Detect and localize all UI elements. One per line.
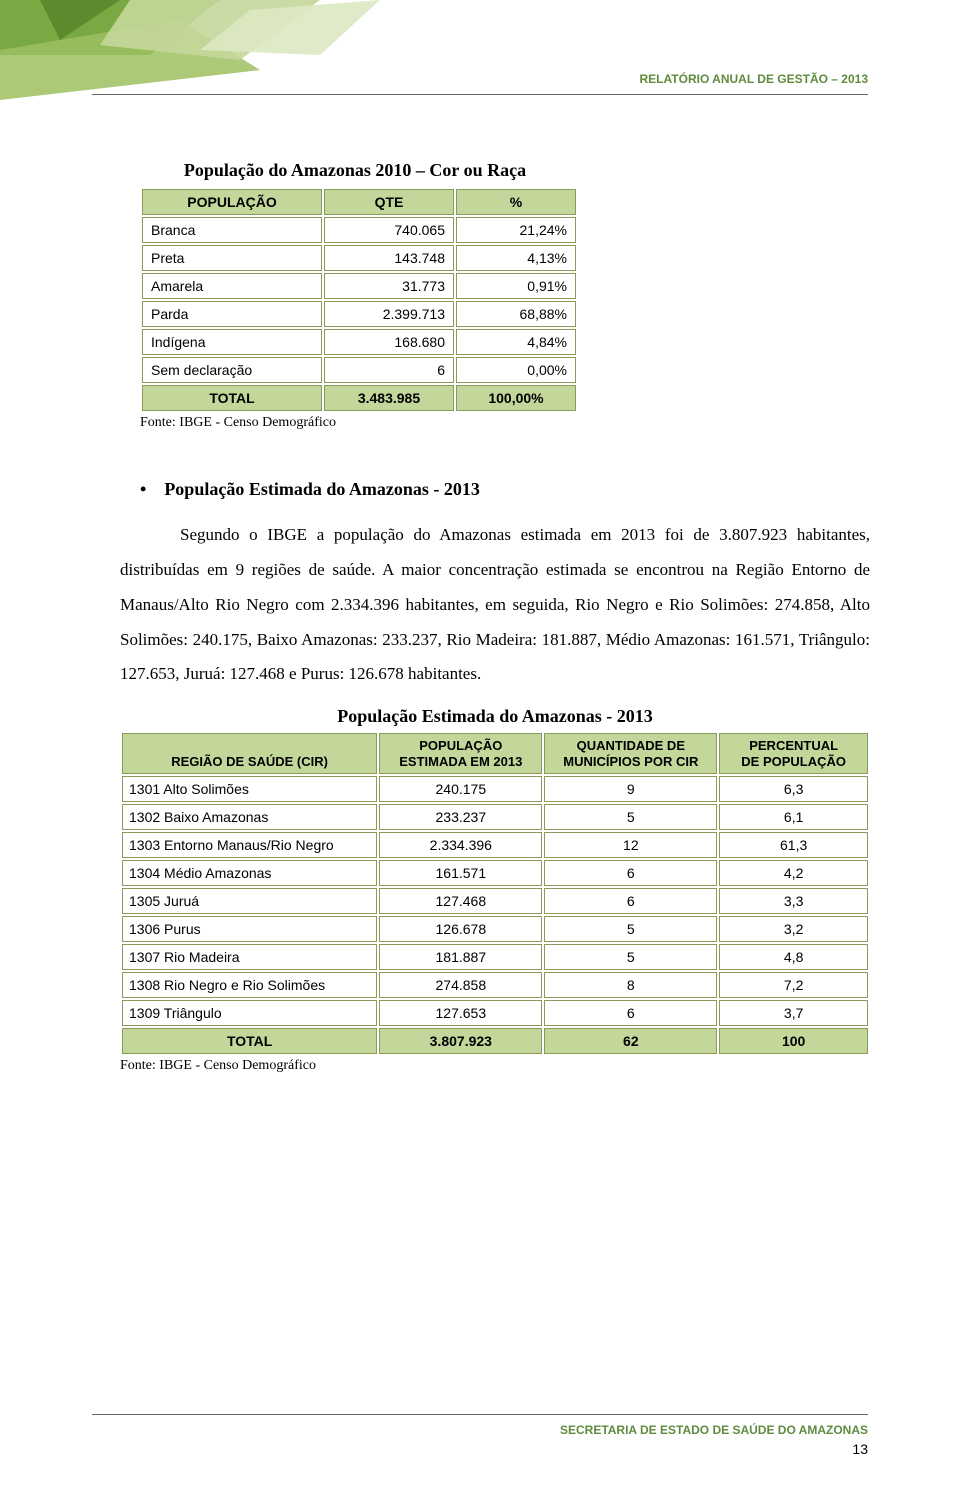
- section-paragraph-text: Segundo o IBGE a população do Amazonas e…: [120, 525, 870, 683]
- t2-total-pop: 3.807.923: [379, 1028, 542, 1054]
- table-row: 1306 Purus126.67853,2: [122, 916, 868, 942]
- table-row: 1308 Rio Negro e Rio Solimões274.85887,2: [122, 972, 868, 998]
- t2-cell-pct: 3,3: [719, 888, 868, 914]
- table-total-row: TOTAL3.807.92362100: [122, 1028, 868, 1054]
- t1-cell-label: Sem declaração: [142, 357, 322, 383]
- t2-cell-pct: 6,1: [719, 804, 868, 830]
- table-row: 1301 Alto Solimões240.17596,3: [122, 776, 868, 802]
- t1-col-qte: QTE: [324, 189, 454, 215]
- table-row: Preta143.7484,13%: [142, 245, 576, 271]
- t1-cell-label: Preta: [142, 245, 322, 271]
- t2-cell-qmun: 12: [544, 832, 717, 858]
- table1-title: População do Amazonas 2010 – Cor ou Raça: [140, 160, 570, 181]
- t2-cell-pop: 240.175: [379, 776, 542, 802]
- t1-cell-label: Indígena: [142, 329, 322, 355]
- table-row: Indígena168.6804,84%: [142, 329, 576, 355]
- t2-cell-pct: 3,7: [719, 1000, 868, 1026]
- t1-cell-qte: 740.065: [324, 217, 454, 243]
- t2-cell-pct: 3,2: [719, 916, 868, 942]
- table-row: 1307 Rio Madeira181.88754,8: [122, 944, 868, 970]
- t2-cell-regiao: 1305 Juruá: [122, 888, 377, 914]
- t2-cell-pct: 7,2: [719, 972, 868, 998]
- t1-cell-pct: 0,00%: [456, 357, 576, 383]
- t2-cell-pop: 274.858: [379, 972, 542, 998]
- t1-total-qte: 3.483.985: [324, 385, 454, 411]
- t2-cell-pop: 127.653: [379, 1000, 542, 1026]
- t2-cell-pop: 127.468: [379, 888, 542, 914]
- t2-col-3: PERCENTUALDE POPULAÇÃO: [719, 733, 868, 774]
- t1-cell-pct: 0,91%: [456, 273, 576, 299]
- header-title: RELATÓRIO ANUAL DE GESTÃO – 2013: [640, 72, 869, 86]
- t2-cell-qmun: 8: [544, 972, 717, 998]
- t2-cell-pop: 181.887: [379, 944, 542, 970]
- t2-cell-regiao: 1302 Baixo Amazonas: [122, 804, 377, 830]
- t2-total-pct: 100: [719, 1028, 868, 1054]
- t2-col-0: REGIÃO DE SAÚDE (CIR): [122, 733, 377, 774]
- t2-cell-qmun: 6: [544, 1000, 717, 1026]
- t2-cell-qmun: 5: [544, 944, 717, 970]
- t2-cell-pop: 2.334.396: [379, 832, 542, 858]
- t2-cell-pct: 61,3: [719, 832, 868, 858]
- t1-total-pct: 100,00%: [456, 385, 576, 411]
- t2-cell-qmun: 5: [544, 804, 717, 830]
- t1-cell-label: Amarela: [142, 273, 322, 299]
- t2-cell-regiao: 1304 Médio Amazonas: [122, 860, 377, 886]
- t2-cell-qmun: 5: [544, 916, 717, 942]
- table2-source: Fonte: IBGE - Censo Demográfico: [120, 1058, 868, 1074]
- table-row: Sem declaração60,00%: [142, 357, 576, 383]
- t1-cell-qte: 31.773: [324, 273, 454, 299]
- t2-cell-regiao: 1303 Entorno Manaus/Rio Negro: [122, 832, 377, 858]
- table-populacao-regiao: REGIÃO DE SAÚDE (CIR)POPULAÇÃOESTIMADA E…: [120, 731, 870, 1056]
- t1-cell-qte: 2.399.713: [324, 301, 454, 327]
- t1-cell-label: Branca: [142, 217, 322, 243]
- t2-cell-pop: 233.237: [379, 804, 542, 830]
- t2-total-label: TOTAL: [122, 1028, 377, 1054]
- table-total-row: TOTAL3.483.985100,00%: [142, 385, 576, 411]
- t1-cell-label: Parda: [142, 301, 322, 327]
- header-rule: [92, 94, 868, 95]
- t2-cell-qmun: 9: [544, 776, 717, 802]
- t2-cell-pct: 4,2: [719, 860, 868, 886]
- table-row: 1303 Entorno Manaus/Rio Negro2.334.39612…: [122, 832, 868, 858]
- t1-cell-pct: 4,13%: [456, 245, 576, 271]
- table-row: 1309 Triângulo127.65363,7: [122, 1000, 868, 1026]
- t2-cell-pct: 6,3: [719, 776, 868, 802]
- section-paragraph: Segundo o IBGE a população do Amazonas e…: [120, 518, 870, 692]
- t2-col-1: POPULAÇÃOESTIMADA EM 2013: [379, 733, 542, 774]
- table2-title: População Estimada do Amazonas - 2013: [120, 706, 870, 727]
- t2-col-2: QUANTIDADE DEMUNICÍPIOS POR CIR: [544, 733, 717, 774]
- table1-source: Fonte: IBGE - Censo Demográfico: [140, 415, 868, 431]
- section-heading: População Estimada do Amazonas - 2013: [140, 479, 868, 500]
- t2-cell-regiao: 1301 Alto Solimões: [122, 776, 377, 802]
- t2-cell-regiao: 1307 Rio Madeira: [122, 944, 377, 970]
- table-row: 1302 Baixo Amazonas233.23756,1: [122, 804, 868, 830]
- table-row: 1305 Juruá127.46863,3: [122, 888, 868, 914]
- t1-cell-pct: 21,24%: [456, 217, 576, 243]
- table-row: Parda2.399.71368,88%: [142, 301, 576, 327]
- t2-cell-regiao: 1308 Rio Negro e Rio Solimões: [122, 972, 377, 998]
- t1-cell-pct: 68,88%: [456, 301, 576, 327]
- t1-cell-qte: 6: [324, 357, 454, 383]
- table-populacao-cor-raca: POPULAÇÃO QTE % Branca740.06521,24%Preta…: [140, 187, 578, 413]
- t1-cell-qte: 168.680: [324, 329, 454, 355]
- t1-total-label: TOTAL: [142, 385, 322, 411]
- t2-cell-pop: 126.678: [379, 916, 542, 942]
- t2-cell-pop: 161.571: [379, 860, 542, 886]
- table-row: Amarela31.7730,91%: [142, 273, 576, 299]
- footer-rule: [92, 1414, 868, 1415]
- t2-cell-regiao: 1309 Triângulo: [122, 1000, 377, 1026]
- t1-cell-qte: 143.748: [324, 245, 454, 271]
- footer-text: SECRETARIA DE ESTADO DE SAÚDE DO AMAZONA…: [560, 1423, 868, 1437]
- t2-total-qmun: 62: [544, 1028, 717, 1054]
- t2-cell-pct: 4,8: [719, 944, 868, 970]
- t1-col-pct: %: [456, 189, 576, 215]
- t1-col-populacao: POPULAÇÃO: [142, 189, 322, 215]
- table-row: 1304 Médio Amazonas161.57164,2: [122, 860, 868, 886]
- t2-cell-qmun: 6: [544, 888, 717, 914]
- table-row: Branca740.06521,24%: [142, 217, 576, 243]
- page-number: 13: [852, 1441, 868, 1457]
- t1-cell-pct: 4,84%: [456, 329, 576, 355]
- t2-cell-qmun: 6: [544, 860, 717, 886]
- t2-cell-regiao: 1306 Purus: [122, 916, 377, 942]
